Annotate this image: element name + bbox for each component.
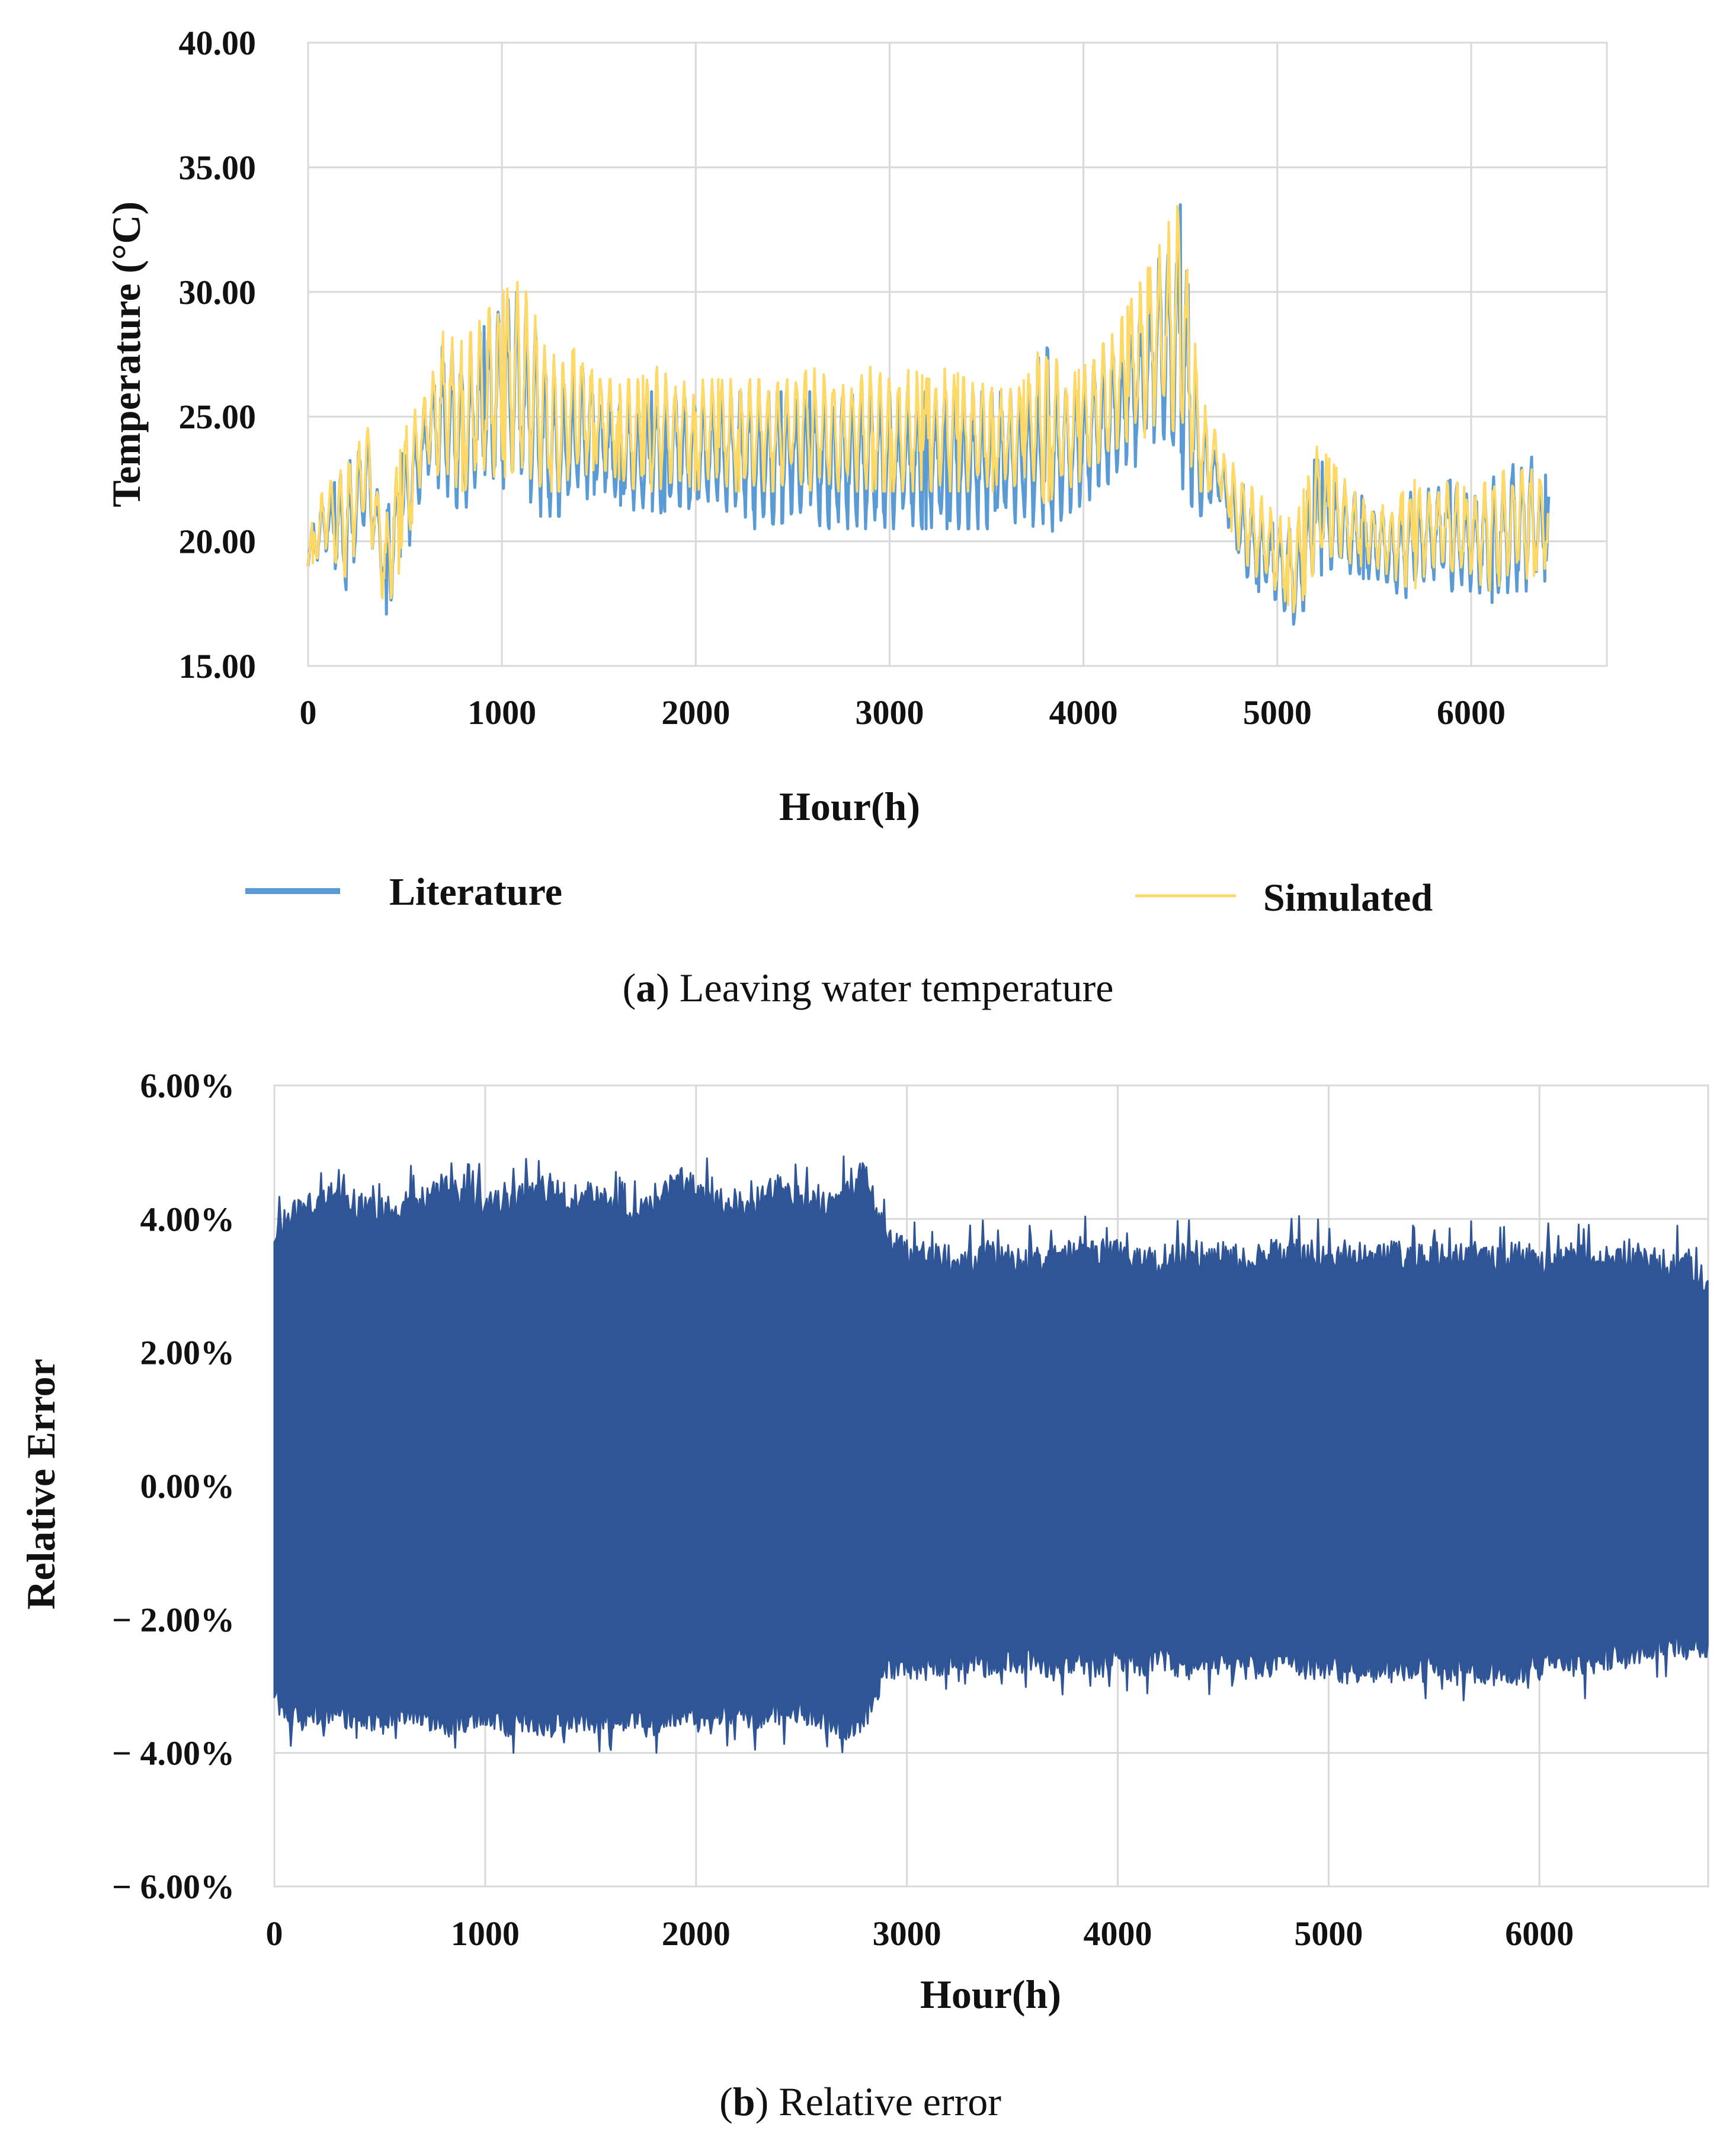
chart-a-series-lines: [306, 203, 1551, 626]
chart-a-y-tick-label: 35.00: [179, 148, 257, 187]
legend-simulated-label: Simulated: [1263, 876, 1433, 920]
chart-b-y-tick-label: 4.00%: [140, 1200, 235, 1238]
chart-b-y-tick-label: − 2.00%: [112, 1600, 235, 1639]
chart-a-caption: (a) Leaving water temperature: [623, 965, 1114, 1010]
chart-b-x-tick-label: 3000: [873, 1914, 941, 1953]
chart-a-x-tick-label: 5000: [1243, 693, 1312, 732]
chart-b-x-tick-labels: 0 1000 2000 3000 4000 5000 6000: [266, 1914, 1574, 1953]
chart-a-x-tick-labels: 0 1000 2000 3000 4000 5000 6000: [300, 693, 1506, 732]
chart-a-series-simulated: [307, 204, 1550, 614]
chart-b-y-tick-label: 6.00%: [140, 1066, 235, 1105]
chart-a-legend: Literature Simulated: [245, 870, 1433, 920]
chart-b-x-tick-label: 6000: [1505, 1914, 1574, 1953]
chart-b-x-tick-label: 5000: [1294, 1914, 1363, 1953]
chart-b-x-tick-label: 1000: [451, 1914, 520, 1953]
chart-b-caption-text: Relative error: [779, 2079, 1001, 2124]
chart-a-y-tick-label: 15.00: [179, 647, 257, 685]
chart-a-y-tick-label: 40.00: [179, 24, 257, 62]
chart-b-series-relative-error: [273, 1155, 1709, 1754]
chart-a-x-tick-label: 6000: [1437, 693, 1506, 732]
chart-a-x-tick-label: 4000: [1049, 693, 1118, 732]
chart-b: 6.00% 4.00% 2.00% 0.00% − 2.00% − 4.00% − 6.00…: [18, 1066, 1709, 2124]
chart-b-x-axis-title: Hour(h): [920, 1972, 1061, 2017]
chart-a: 15.00 20.00 25.00 30.00 35.00 40.00 0 1000 2000…: [104, 24, 1608, 1010]
chart-a-y-tick-labels: 15.00 20.00 25.00 30.00 35.00 40.00: [179, 24, 257, 685]
chart-a-x-tick-label: 2000: [661, 693, 730, 732]
chart-a-y-axis-title: Temperature (°C): [104, 201, 149, 507]
chart-a-x-tick-label: 3000: [855, 693, 924, 732]
chart-b-caption: (b) Relative error: [719, 2079, 1001, 2124]
chart-a-y-tick-label: 25.00: [179, 398, 257, 436]
chart-a-caption-text: Leaving water temperature: [680, 965, 1114, 1010]
chart-a-x-axis-title: Hour(h): [779, 784, 920, 829]
chart-b-x-tick-label: 0: [266, 1914, 283, 1953]
chart-a-x-tick-label: 0: [300, 693, 317, 732]
chart-b-x-tick-label: 4000: [1084, 1914, 1152, 1953]
chart-b-series-area: [273, 1155, 1709, 1754]
chart-b-caption-letter: b: [733, 2079, 755, 2124]
chart-b-x-tick-label: 2000: [662, 1914, 731, 1953]
chart-b-y-tick-label: 2.00%: [140, 1334, 235, 1372]
legend-literature-label: Literature: [389, 870, 562, 914]
chart-b-y-axis-title: Relative Error: [18, 1359, 63, 1610]
chart-a-plot-frame: [307, 41, 1608, 667]
chart-a-caption-letter: a: [636, 965, 656, 1010]
chart-a-y-tick-label: 30.00: [179, 273, 257, 312]
chart-b-y-tick-labels: 6.00% 4.00% 2.00% 0.00% − 2.00% − 4.00% − 6.00…: [112, 1066, 235, 1906]
chart-a-x-tick-label: 1000: [467, 693, 536, 732]
chart-b-y-tick-label: − 4.00%: [112, 1734, 235, 1773]
chart-a-y-tick-label: 20.00: [179, 523, 257, 561]
chart-b-y-tick-label: 0.00%: [140, 1467, 235, 1505]
chart-b-y-tick-label: − 6.00%: [112, 1867, 235, 1906]
